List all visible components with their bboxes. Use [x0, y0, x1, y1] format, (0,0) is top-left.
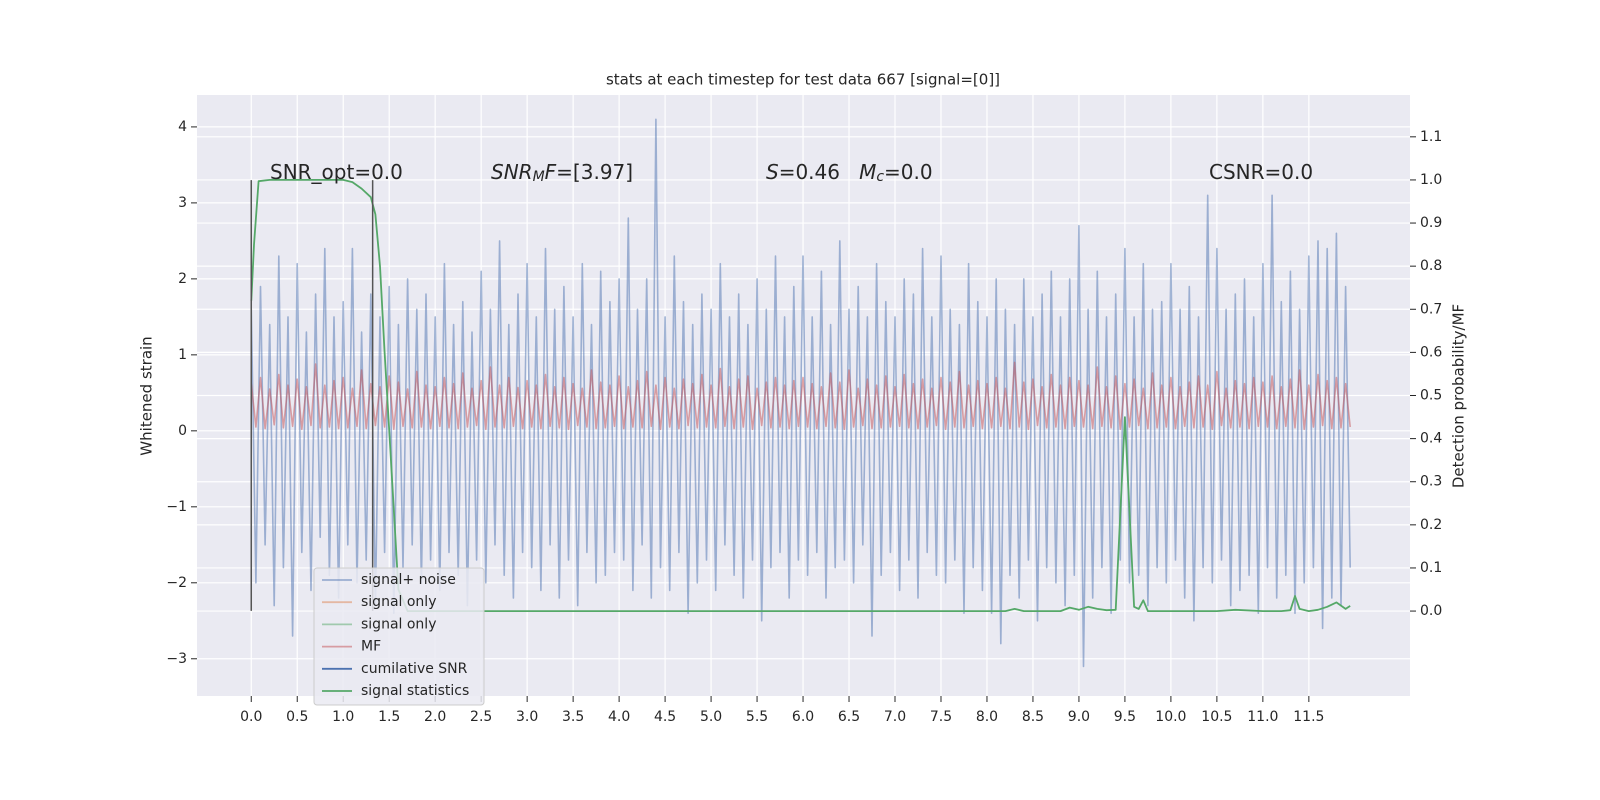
annotation-part: c [876, 169, 884, 185]
x-tick-label: 0.5 [286, 709, 308, 725]
y2-tick-label: 0.9 [1420, 215, 1442, 231]
annotation-part: =[3.97] [556, 160, 633, 184]
y-tick-label: 4 [178, 119, 187, 135]
y2-tick-label: 1.0 [1420, 172, 1442, 188]
x-tick-label: 11.0 [1247, 709, 1278, 725]
annotation: SNR_opt=0.0 [270, 160, 403, 184]
y-tick-label: 1 [178, 347, 187, 363]
legend-label: signal only [361, 616, 436, 632]
y-axis-label: Whitened strain [138, 336, 156, 455]
series-line [250, 178, 1351, 612]
x-tick-label: 2.5 [470, 709, 492, 725]
legend-label: signal statistics [361, 683, 469, 699]
annotation-part: M [533, 169, 545, 185]
annotation-part: M [859, 160, 876, 184]
annotation-part: CSNR=0.0 [1209, 160, 1313, 184]
x-tick-label: 1.0 [332, 709, 354, 725]
y2-tick-label: 1.1 [1420, 129, 1442, 145]
x-tick-label: 8.5 [1022, 709, 1044, 725]
y2-tick-label: 0.2 [1420, 517, 1442, 533]
legend-label: MF [361, 639, 381, 655]
y-tick-label: −2 [166, 575, 187, 591]
x-tick-label: 9.5 [1114, 709, 1136, 725]
y2-tick-label: 0.0 [1420, 603, 1442, 619]
x-tick-label: 4.5 [654, 709, 676, 725]
legend-box [313, 567, 485, 706]
annotation-part: SNR [491, 160, 533, 184]
y2-tick-label: 0.3 [1420, 474, 1442, 490]
x-tick-label: 1.5 [378, 709, 400, 725]
legend-label: cumilative SNR [361, 661, 468, 677]
series-line [250, 361, 1351, 431]
x-tick-label: 5.0 [700, 709, 722, 725]
annotation-part: S [766, 160, 779, 184]
annotation-part: =0.0 [884, 160, 933, 184]
x-tick-label: 6.0 [792, 709, 814, 725]
x-tick-label: 3.0 [516, 709, 538, 725]
annotation: SNRMF=[3.97] [491, 160, 633, 186]
y-tick-label: −3 [166, 651, 187, 667]
y-tick-label: 3 [178, 195, 187, 211]
y-tick-label: 2 [178, 271, 187, 287]
y-tick-label: 0 [178, 423, 187, 439]
x-tick-label: 2.0 [424, 709, 446, 725]
x-tick-label: 9.0 [1068, 709, 1090, 725]
annotation: CSNR=0.0 [1209, 160, 1313, 184]
x-tick-label: 3.5 [562, 709, 584, 725]
y2-tick-label: 0.4 [1420, 431, 1442, 447]
x-tick-label: 0.0 [240, 709, 262, 725]
annotation-part: =0.46 [779, 160, 859, 184]
x-tick-label: 8.0 [976, 709, 998, 725]
y2-tick-label: 0.1 [1420, 560, 1442, 576]
x-tick-label: 10.0 [1155, 709, 1186, 725]
y2-axis-label: Detection probability/MF [1450, 304, 1468, 488]
x-tick-label: 5.5 [746, 709, 768, 725]
annotation: S=0.46 Mc=0.0 [766, 160, 933, 186]
x-tick-label: 10.5 [1201, 709, 1232, 725]
y2-tick-label: 0.5 [1420, 388, 1442, 404]
x-tick-label: 7.5 [930, 709, 952, 725]
y2-tick-label: 0.7 [1420, 301, 1442, 317]
chart-title: stats at each timestep for test data 667… [606, 71, 1000, 89]
legend-label: signal+ noise [361, 572, 456, 588]
x-tick-label: 6.5 [838, 709, 860, 725]
x-tick-label: 11.5 [1293, 709, 1324, 725]
y2-tick-label: 0.6 [1420, 344, 1442, 360]
x-tick-label: 7.0 [884, 709, 906, 725]
legend: signal+ noise signal only signal only MF cum… [313, 567, 485, 706]
x-tick-label: 4.0 [608, 709, 630, 725]
y2-tick-label: 0.8 [1420, 258, 1442, 274]
annotation-part: SNR_opt=0.0 [270, 160, 403, 184]
legend-label: signal only [361, 594, 436, 610]
y-tick-label: −1 [166, 499, 187, 515]
annotation-part: F [545, 160, 557, 184]
